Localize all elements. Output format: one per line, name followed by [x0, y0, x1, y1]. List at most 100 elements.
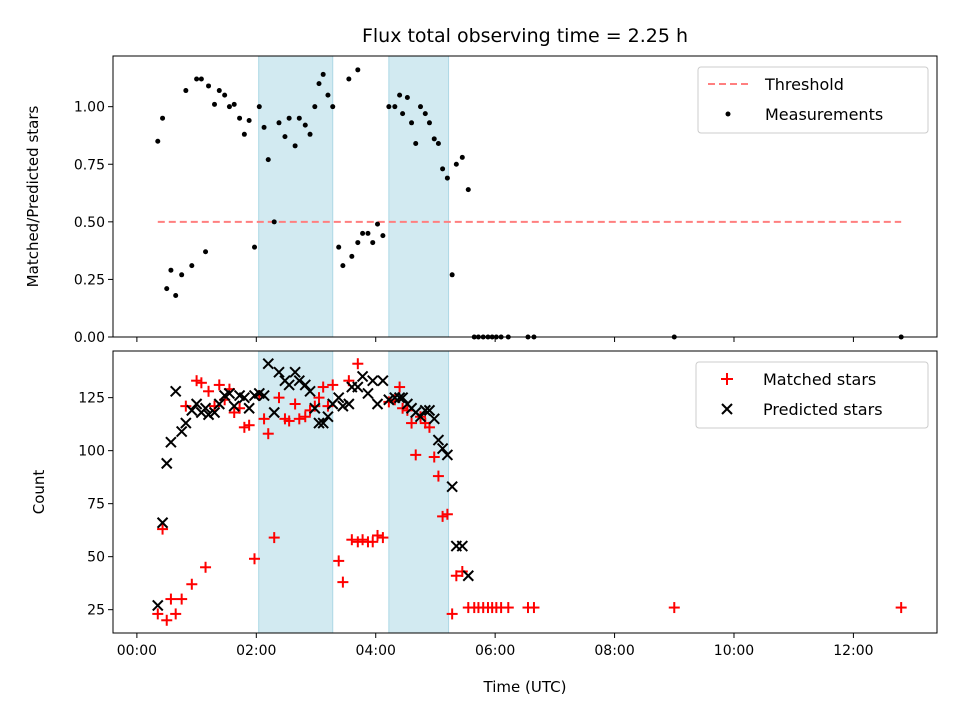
predicted-star-point — [428, 413, 440, 425]
predicted-star-point — [243, 402, 255, 414]
measurement-point — [365, 230, 371, 236]
matched-star-point — [428, 451, 440, 463]
measurement-point — [404, 94, 410, 100]
matched-star-point — [283, 415, 295, 427]
measurement-point — [292, 143, 298, 149]
measurement-point — [286, 115, 292, 121]
measurement-point — [189, 263, 195, 269]
highlight-span-0 — [258, 55, 334, 338]
measurement-point — [355, 67, 361, 73]
x-tick-label: 10:00 — [714, 643, 754, 659]
matched-star-point — [367, 536, 379, 548]
matched-star-point — [152, 608, 164, 620]
measurement-point — [216, 88, 222, 94]
measurement-point — [316, 81, 322, 87]
measurement-point — [302, 122, 308, 128]
y-tick-label: 1.00 — [74, 100, 105, 116]
matched-star-point — [446, 608, 458, 620]
predicted-star-point — [283, 379, 295, 391]
measurement-point — [435, 141, 441, 147]
measurement-point — [282, 134, 288, 140]
predicted-star-point — [228, 400, 240, 412]
predicted-star-point — [352, 381, 364, 393]
predicted-star-point — [456, 540, 469, 552]
predicted-star-point — [313, 417, 325, 429]
matched-star-point — [337, 576, 349, 588]
predicted-star-point — [273, 366, 285, 378]
measurement-point — [226, 104, 232, 110]
matched-star-point — [895, 602, 907, 614]
x-tick-label: 06:00 — [475, 643, 515, 659]
x-tick-label: 12:00 — [833, 643, 873, 659]
measurement-point — [198, 76, 204, 82]
measurement-point — [271, 219, 277, 225]
predicted-star-point — [377, 374, 389, 387]
x-axis-label: Time (UTC) — [483, 678, 567, 696]
matched-star-point — [258, 413, 270, 425]
measurement-point — [183, 88, 189, 94]
measurement-point — [312, 104, 318, 110]
measurement-point — [206, 83, 212, 89]
legend-matched-label: Matched stars — [763, 370, 876, 389]
predicted-star-point — [356, 370, 369, 383]
bottom-axes-frame — [112, 350, 938, 634]
measurement-point — [241, 131, 247, 137]
measurement-point — [370, 240, 376, 246]
predicted-star-point — [223, 387, 236, 400]
legend-threshold-label: Threshold — [764, 75, 844, 94]
predicted-star-point — [304, 385, 316, 397]
matched-star-point — [401, 404, 413, 416]
predicted-star-point — [423, 404, 436, 417]
bottom-y-axis-label: Count — [30, 470, 48, 515]
matched-star-point — [333, 555, 345, 567]
predicted-star-point — [446, 480, 458, 493]
measurement-point — [265, 157, 271, 163]
matched-star-point — [243, 419, 255, 431]
predicted-star-point — [161, 457, 173, 470]
matched-star-point — [161, 614, 173, 626]
matched-star-point — [372, 529, 384, 541]
predicted-star-point — [343, 398, 355, 410]
predicted-star-point — [432, 434, 445, 446]
measurement-point — [160, 115, 166, 121]
legend-measurement-label: Measurements — [765, 105, 883, 124]
matched-star-point — [268, 532, 280, 544]
measurement-point — [375, 221, 381, 227]
measurement-point — [409, 120, 415, 126]
measurement-point — [392, 104, 398, 110]
predicted-star-point — [169, 385, 182, 397]
predicted-star-point — [165, 436, 177, 448]
measurement-point — [400, 111, 406, 117]
measurement-point — [252, 244, 258, 250]
measurement-point — [222, 92, 228, 98]
predicted-star-point — [199, 402, 212, 414]
matched-star-point — [273, 392, 285, 404]
y-tick-label: 50 — [87, 550, 105, 566]
measurement-point — [203, 249, 209, 255]
y-tick-label: 0.75 — [74, 157, 105, 173]
predicted-star-point — [180, 417, 192, 429]
measurement-point — [340, 263, 346, 269]
predicted-star-point — [293, 374, 306, 387]
predicted-star-point — [190, 398, 203, 410]
x-tick-label: 02:00 — [236, 643, 276, 659]
count-points — [152, 358, 907, 626]
predicted-star-point — [202, 408, 215, 421]
matched-star-point — [437, 510, 449, 522]
measurement-point — [426, 120, 432, 126]
measurement-point — [413, 141, 419, 147]
top-axes-frame — [112, 55, 938, 338]
matched-star-point — [317, 381, 329, 393]
predicted-star-point — [156, 517, 169, 529]
measurement-point — [330, 104, 336, 110]
matched-star-point — [352, 358, 364, 370]
measurement-point — [194, 76, 200, 82]
measurement-point — [444, 175, 450, 181]
y-tick-label: 100 — [78, 444, 105, 460]
predicted-star-point — [322, 411, 334, 423]
bottom-x-ticks: 00:00 02:00 04:00 06:00 08:00 10:00 12:00 — [117, 633, 874, 659]
measurement-point — [380, 233, 386, 239]
predicted-star-point — [175, 425, 188, 438]
matched-star-point — [432, 470, 444, 482]
